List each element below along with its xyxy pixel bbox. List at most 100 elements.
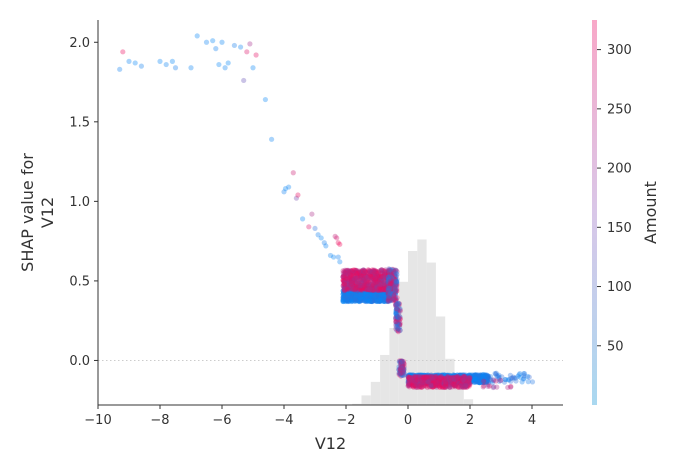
data-point [385, 287, 391, 293]
histogram-bar [398, 281, 408, 405]
data-point [132, 60, 138, 66]
data-point [379, 292, 386, 298]
data-point [377, 297, 383, 303]
data-point [375, 286, 381, 292]
data-point [351, 293, 357, 300]
data-point [342, 292, 348, 298]
data-point [318, 235, 324, 241]
data-point [340, 297, 346, 303]
data-point [493, 378, 499, 384]
data-point [381, 292, 387, 298]
data-point [388, 288, 394, 294]
data-point [350, 286, 356, 292]
data-point [343, 289, 349, 295]
data-point [351, 287, 357, 293]
data-point [353, 293, 359, 299]
data-point [210, 38, 216, 44]
data-point [382, 294, 388, 300]
data-point [366, 293, 372, 299]
data-point [355, 286, 361, 292]
tick-labels: −10 −8 −6 −4 −2 0 2 4 0.0 0.5 1.0 1.5 2.0 [69, 36, 536, 428]
data-point [378, 293, 385, 299]
data-point [354, 285, 360, 291]
data-point [372, 286, 378, 292]
data-point [346, 290, 352, 296]
data-point [373, 290, 380, 296]
data-point [386, 296, 392, 302]
data-point [349, 277, 356, 283]
x-tick-label: 0 [404, 413, 412, 428]
data-point [480, 384, 486, 390]
data-point [365, 287, 371, 293]
data-point [355, 288, 361, 294]
data-point [367, 288, 373, 294]
data-point [351, 292, 357, 298]
x-tick-label: 2 [466, 413, 474, 428]
data-point [379, 288, 385, 295]
data-point [341, 285, 348, 291]
data-point [355, 297, 361, 303]
data-point [344, 297, 350, 304]
data-point [380, 288, 386, 294]
data-point [388, 296, 394, 302]
histogram-bar [435, 316, 446, 405]
data-point [369, 298, 375, 304]
data-point [262, 96, 268, 103]
data-point [363, 296, 369, 303]
data-point [350, 289, 356, 296]
x-tick-label: −4 [274, 413, 293, 428]
data-point [395, 326, 401, 332]
data-point [351, 292, 358, 298]
data-point [383, 286, 389, 292]
data-point [342, 296, 349, 302]
data-point [384, 285, 390, 291]
data-point [347, 290, 353, 297]
data-point [373, 286, 379, 292]
data-point [498, 377, 504, 383]
data-point [377, 287, 383, 294]
data-point [386, 288, 393, 294]
y-tick-label: 1.5 [69, 115, 90, 130]
histogram-bar [408, 251, 418, 405]
data-point [379, 285, 385, 291]
data-point [380, 287, 386, 293]
data-point [387, 287, 394, 293]
data-point [362, 289, 368, 295]
data-point [323, 243, 329, 249]
data-point [350, 292, 356, 298]
data-point [430, 375, 436, 381]
data-point [382, 296, 388, 302]
data-point [367, 290, 373, 297]
data-point [378, 287, 384, 293]
data-point [372, 290, 378, 296]
data-point [376, 293, 382, 299]
data-point [387, 292, 393, 298]
data-point [481, 378, 487, 384]
data-point [371, 290, 377, 296]
data-point [356, 298, 363, 305]
data-point [369, 292, 375, 298]
data-point [375, 297, 381, 303]
data-point [513, 378, 519, 384]
data-point [358, 286, 364, 292]
data-point [344, 297, 350, 303]
data-point [355, 294, 361, 300]
data-point [345, 296, 351, 302]
data-point [358, 286, 364, 292]
data-point [397, 367, 403, 373]
data-point [353, 286, 360, 293]
data-point [358, 285, 364, 292]
data-point [373, 287, 379, 293]
data-point [344, 285, 350, 291]
data-point [369, 298, 375, 305]
data-point [356, 286, 362, 293]
data-point [368, 293, 374, 299]
data-point [355, 289, 361, 295]
data-point [368, 293, 374, 299]
data-point [342, 294, 349, 300]
data-point [358, 293, 364, 299]
data-point [373, 288, 379, 294]
data-point [347, 292, 353, 298]
data-point [360, 292, 366, 298]
data-point [374, 289, 380, 295]
